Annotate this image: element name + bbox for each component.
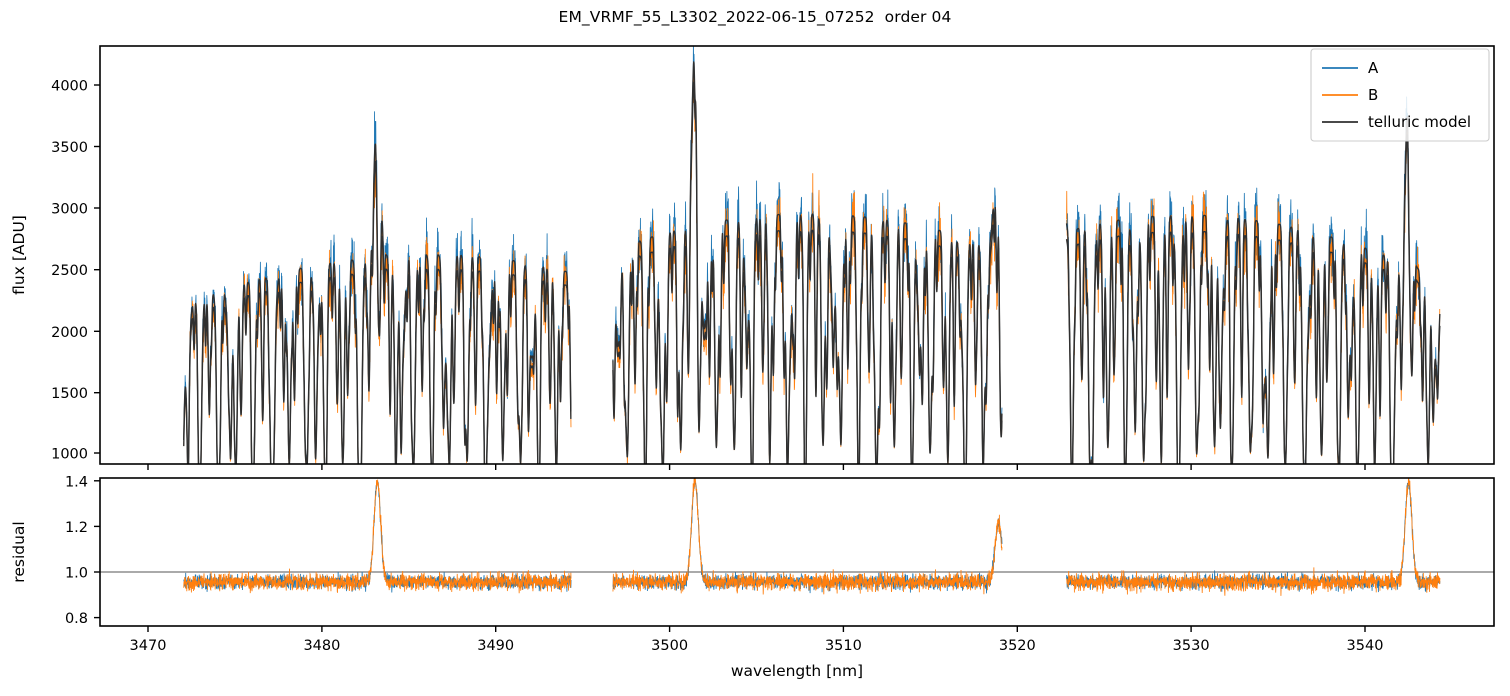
legend[interactable]: A B telluric model <box>1310 48 1490 142</box>
residual-plot-background <box>100 478 1494 626</box>
x-axis-label: wavelength [nm] <box>731 662 863 680</box>
flux-axis-label: flux [ADU] <box>10 215 28 295</box>
flux-axes-frame <box>99 45 1495 465</box>
flux-data-layer <box>183 46 1441 464</box>
residual-ytick-1-0: 1.0 <box>65 566 88 582</box>
series-b-residual <box>183 478 1441 596</box>
legend-label-telluric: telluric model <box>1368 113 1471 131</box>
residual-panel: 0.8 1.0 1.2 1.4 3470 3480 3490 3500 3510… <box>10 474 1495 680</box>
flux-y-ticks <box>94 84 100 454</box>
residual-axis-label: residual <box>10 521 28 582</box>
flux-ytick-1000: 1000 <box>51 447 88 463</box>
xtick-3510: 3510 <box>825 638 862 654</box>
legend-label-b: B <box>1368 86 1378 104</box>
residual-ytick-1-4: 1.4 <box>65 474 88 490</box>
flux-panel: 1000 1500 2000 2500 3000 3500 4000 flux … <box>10 45 1495 470</box>
flux-ytick-2500: 2500 <box>51 263 88 279</box>
residual-axes-frame <box>99 477 1495 627</box>
flux-ytick-3500: 3500 <box>51 140 88 156</box>
residual-data-layer <box>100 478 1494 596</box>
residual-y-ticks <box>94 480 100 619</box>
residual-x-ticks <box>147 626 1366 632</box>
xtick-3470: 3470 <box>130 638 167 654</box>
xtick-3540: 3540 <box>1347 638 1384 654</box>
flux-ytick-3000: 3000 <box>51 202 88 218</box>
xtick-3480: 3480 <box>303 638 340 654</box>
figure-title: EM_VRMF_55_L3302_2022-06-15_07252 order … <box>558 8 952 26</box>
flux-ytick-2000: 2000 <box>51 325 88 341</box>
series-telluric-flux <box>183 61 1441 464</box>
flux-ytick-4000: 4000 <box>51 79 88 95</box>
residual-ytick-0-8: 0.8 <box>65 611 88 627</box>
flux-x-ticks <box>147 464 1366 470</box>
xtick-3530: 3530 <box>1173 638 1210 654</box>
flux-ytick-1500: 1500 <box>51 386 88 402</box>
residual-ytick-1-2: 1.2 <box>65 520 88 536</box>
legend-label-a: A <box>1368 59 1379 77</box>
xtick-3500: 3500 <box>651 638 688 654</box>
xtick-3490: 3490 <box>477 638 514 654</box>
xtick-3520: 3520 <box>999 638 1036 654</box>
legend-frame <box>1310 48 1490 142</box>
